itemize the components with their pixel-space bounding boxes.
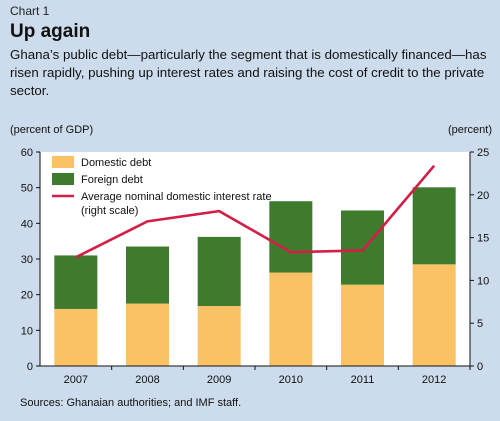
chart-subtitle: Ghana’s public debt—particularly the seg… — [10, 47, 487, 98]
x-axis-tick-label: 2007 — [64, 374, 88, 386]
right-axis-unit-label: (percent) — [447, 124, 492, 136]
foreign-debt-bar — [341, 210, 384, 285]
x-axis-tick-label: 2011 — [351, 374, 375, 386]
plot-area — [40, 152, 470, 366]
chart-number-label: Chart 1 — [10, 4, 50, 18]
x-axis-tick-label: 2012 — [422, 374, 446, 386]
chart-title: Up again — [10, 21, 91, 42]
foreign-debt-bar — [197, 236, 241, 307]
left-axis-tick-label: 20 — [21, 290, 33, 302]
right-axis-tick-label: 20 — [477, 190, 489, 202]
legend-label-domestic: Domestic debt — [81, 157, 151, 169]
left-axis-unit-label: (percent of GDP) — [10, 124, 94, 136]
left-axis-tick-label: 40 — [21, 218, 33, 230]
domestic-debt-bar — [54, 308, 98, 366]
left-axis-tick-label: 30 — [21, 254, 33, 266]
source-note: Sources: Ghanaian authorities; and IMF s… — [20, 397, 242, 409]
x-axis-tick-label: 2010 — [279, 374, 303, 386]
legend-swatch-foreign — [52, 173, 74, 185]
left-axis-tick-label: 60 — [21, 147, 33, 159]
legend-label-foreign: Foreign debt — [81, 174, 143, 186]
foreign-debt-bar — [126, 246, 169, 304]
right-axis-tick-label: 10 — [477, 275, 489, 287]
left-axis-tick-label: 10 — [21, 325, 33, 337]
right-axis-tick-label: 15 — [477, 233, 489, 245]
legend-label-interest-rate: Average nominal domestic interest rate — [81, 191, 272, 203]
foreign-debt-bar — [269, 201, 313, 273]
left-axis-tick-label: 50 — [21, 183, 33, 195]
domestic-debt-bar — [341, 284, 384, 366]
right-axis-tick-label: 25 — [477, 147, 489, 159]
interest-rate-line — [75, 164, 436, 259]
domestic-debt-bar — [197, 306, 241, 366]
foreign-debt-bar — [412, 187, 456, 265]
chart-header: Chart 1 Up again Ghana’s public debt—par… — [10, 4, 494, 100]
legend-label-interest-rate-scale: (right scale) — [81, 205, 138, 217]
x-axis-tick-label: 2008 — [135, 374, 159, 386]
domestic-debt-bar — [269, 272, 313, 366]
domestic-debt-bar — [412, 264, 456, 366]
x-axis-tick-label: 2009 — [207, 374, 231, 386]
left-axis-tick-label: 0 — [27, 361, 33, 373]
domestic-debt-bar — [126, 303, 169, 366]
right-axis-tick-label: 0 — [477, 361, 483, 373]
foreign-debt-bar — [54, 255, 98, 309]
legend-swatch-domestic — [52, 156, 74, 168]
right-axis-tick-label: 5 — [477, 318, 483, 330]
